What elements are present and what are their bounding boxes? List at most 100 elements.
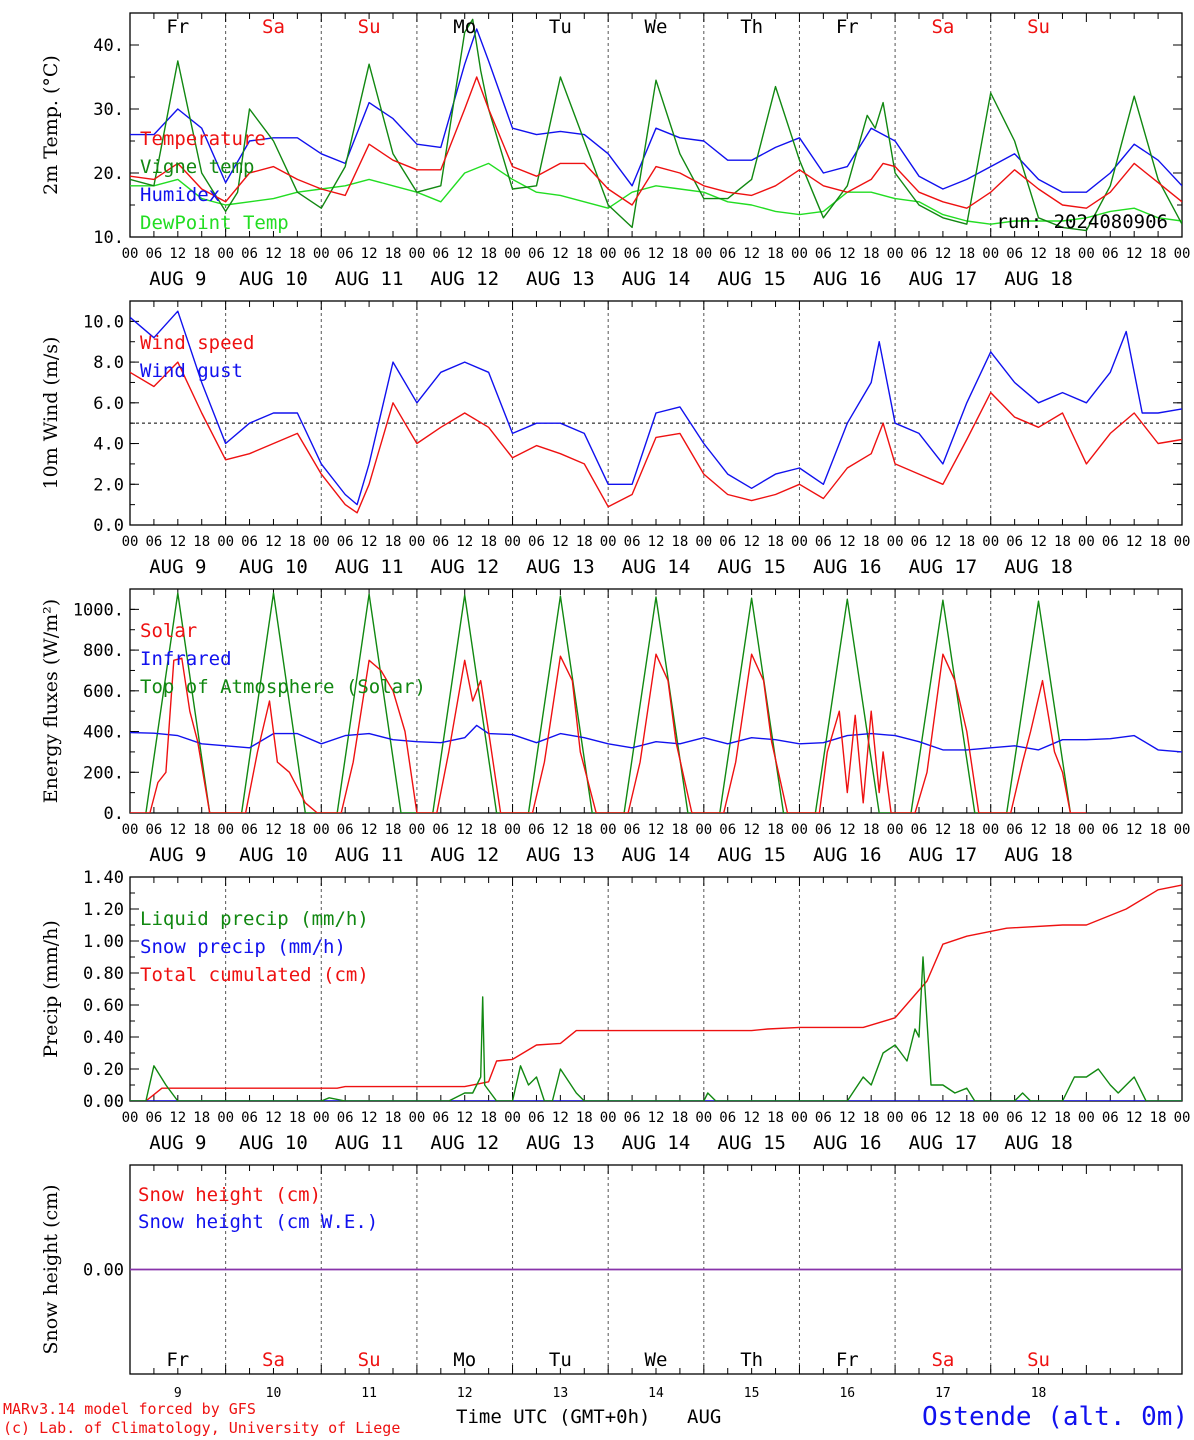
hour-tick-label: 18 — [1054, 534, 1071, 550]
hour-tick-label: 06 — [337, 1110, 354, 1126]
hour-tick-label: 06 — [624, 246, 641, 262]
hour-tick-label: 18 — [193, 822, 210, 838]
hour-tick-label: 06 — [1102, 1110, 1119, 1126]
hour-tick-label: 12 — [169, 822, 186, 838]
hour-tick-label: 00 — [695, 534, 712, 550]
hour-tick-label: 12 — [934, 534, 951, 550]
hour-tick-label: 00 — [1174, 1110, 1191, 1126]
hour-tick-label: 00 — [313, 534, 330, 550]
hour-tick-label: 00 — [695, 246, 712, 262]
hour-tick-label: 12 — [169, 534, 186, 550]
hour-tick-label: 00 — [1078, 246, 1095, 262]
date-label: AUG 10 — [239, 556, 308, 578]
hour-tick-label: 00 — [982, 246, 999, 262]
hour-tick-label: 00 — [695, 1110, 712, 1126]
day-number-label: 17 — [935, 1386, 951, 1401]
hour-tick-label: 00 — [695, 822, 712, 838]
hour-tick-label: 06 — [1102, 534, 1119, 550]
hour-tick-label: 06 — [911, 534, 928, 550]
hour-tick-label: 12 — [743, 822, 760, 838]
hour-tick-label: 06 — [1006, 534, 1023, 550]
y-tick-label: 0.80 — [83, 964, 124, 984]
credit-line-1: MARv3.14 model forced by GFS — [3, 1400, 256, 1418]
hour-tick-label: 00 — [408, 534, 425, 550]
station-name: Ostende (alt. 0m) — [922, 1402, 1189, 1432]
series-group — [130, 18, 1182, 232]
weekday-label: We — [645, 16, 668, 38]
hour-tick-label: 00 — [408, 1110, 425, 1126]
hour-tick-label: 18 — [576, 534, 593, 550]
date-label: AUG 17 — [909, 268, 978, 290]
hour-tick-label: 06 — [911, 246, 928, 262]
hour-tick-label: 12 — [265, 822, 282, 838]
date-label: AUG 15 — [717, 1132, 786, 1154]
day-number-label: 16 — [839, 1386, 855, 1401]
hour-tick-label: 18 — [576, 1110, 593, 1126]
hour-tick-label: 00 — [1078, 534, 1095, 550]
hour-tick-label: 00 — [887, 534, 904, 550]
date-label: AUG 9 — [149, 556, 206, 578]
hour-tick-label: 00 — [887, 822, 904, 838]
hour-tick-label: 12 — [839, 246, 856, 262]
hour-tick-label: 06 — [337, 534, 354, 550]
legend-entry: DewPoint Temp — [140, 212, 289, 234]
weekday-label: Th — [740, 16, 763, 38]
series-line-liquid-precip-mm-h- — [130, 956, 1182, 1101]
date-label: AUG 9 — [149, 844, 206, 866]
y-tick-label: 0.60 — [83, 996, 124, 1016]
hour-tick-label: 00 — [791, 1110, 808, 1126]
weekday-label: Mo — [453, 1349, 476, 1371]
hour-tick-label: 12 — [552, 534, 569, 550]
hour-tick-label: 06 — [815, 1110, 832, 1126]
y-axis-title: Precip (mm/h) — [40, 920, 62, 1058]
credit-line-2: (c) Lab. of Climatology, University of L… — [3, 1419, 401, 1437]
hour-tick-label: 12 — [1126, 1110, 1143, 1126]
hour-tick-label: 06 — [432, 534, 449, 550]
weekday-label: Fr — [836, 1349, 859, 1371]
hour-tick-label: 00 — [217, 246, 234, 262]
date-label: AUG 9 — [149, 1132, 206, 1154]
legend-entry: Snow precip (mm/h) — [140, 936, 346, 958]
legend-entry: Vigne temp — [140, 156, 254, 178]
hour-tick-label: 18 — [1150, 534, 1167, 550]
date-label: AUG 15 — [717, 268, 786, 290]
legend-entry: Humidex — [140, 184, 220, 206]
hour-tick-label: 18 — [289, 246, 306, 262]
hour-tick-label: 00 — [1174, 822, 1191, 838]
hour-tick-label: 12 — [552, 1110, 569, 1126]
hour-tick-label: 12 — [743, 246, 760, 262]
weekday-label: Tu — [549, 1349, 572, 1371]
hour-tick-label: 12 — [1126, 822, 1143, 838]
hour-tick-label: 06 — [145, 822, 162, 838]
hour-tick-label: 00 — [982, 534, 999, 550]
hour-tick-label: 18 — [958, 246, 975, 262]
legend-entry: Temperature — [140, 128, 266, 150]
hour-tick-label: 18 — [576, 246, 593, 262]
hour-tick-label: 00 — [313, 246, 330, 262]
date-label: AUG 10 — [239, 1132, 308, 1154]
hour-tick-label: 18 — [863, 534, 880, 550]
hour-tick-label: 00 — [504, 246, 521, 262]
y-axis-title: 10m Wind (m/s) — [40, 337, 62, 490]
date-label: AUG 18 — [1004, 1132, 1073, 1154]
panel-2: 0.0 2.0 4.0 6.0 8.0 10.0 10m Wind (m/s) Wind sp… — [40, 300, 1190, 578]
date-label: AUG 13 — [526, 268, 595, 290]
hour-tick-label: 06 — [719, 534, 736, 550]
hour-tick-label: 00 — [600, 822, 617, 838]
series-line-solar — [130, 653, 1087, 813]
date-label: AUG 14 — [622, 844, 691, 866]
plot-frame — [129, 12, 1183, 238]
weekday-label: Sa — [262, 1349, 285, 1371]
hour-tick-label: 12 — [456, 246, 473, 262]
hour-tick-label: 18 — [863, 822, 880, 838]
date-label: AUG 11 — [335, 268, 404, 290]
panel-1: 10. 20. 30. 40. 2m Temp. (°C) Temperature Vign… — [40, 12, 1190, 290]
hour-tick-label: 12 — [1030, 1110, 1047, 1126]
hour-tick-label: 00 — [408, 822, 425, 838]
hour-tick-label: 18 — [1150, 246, 1167, 262]
hour-tick-label: 12 — [934, 1110, 951, 1126]
hour-tick-label: 18 — [193, 1110, 210, 1126]
y-tick-label: 1.20 — [83, 900, 124, 920]
hour-tick-label: 12 — [361, 246, 378, 262]
